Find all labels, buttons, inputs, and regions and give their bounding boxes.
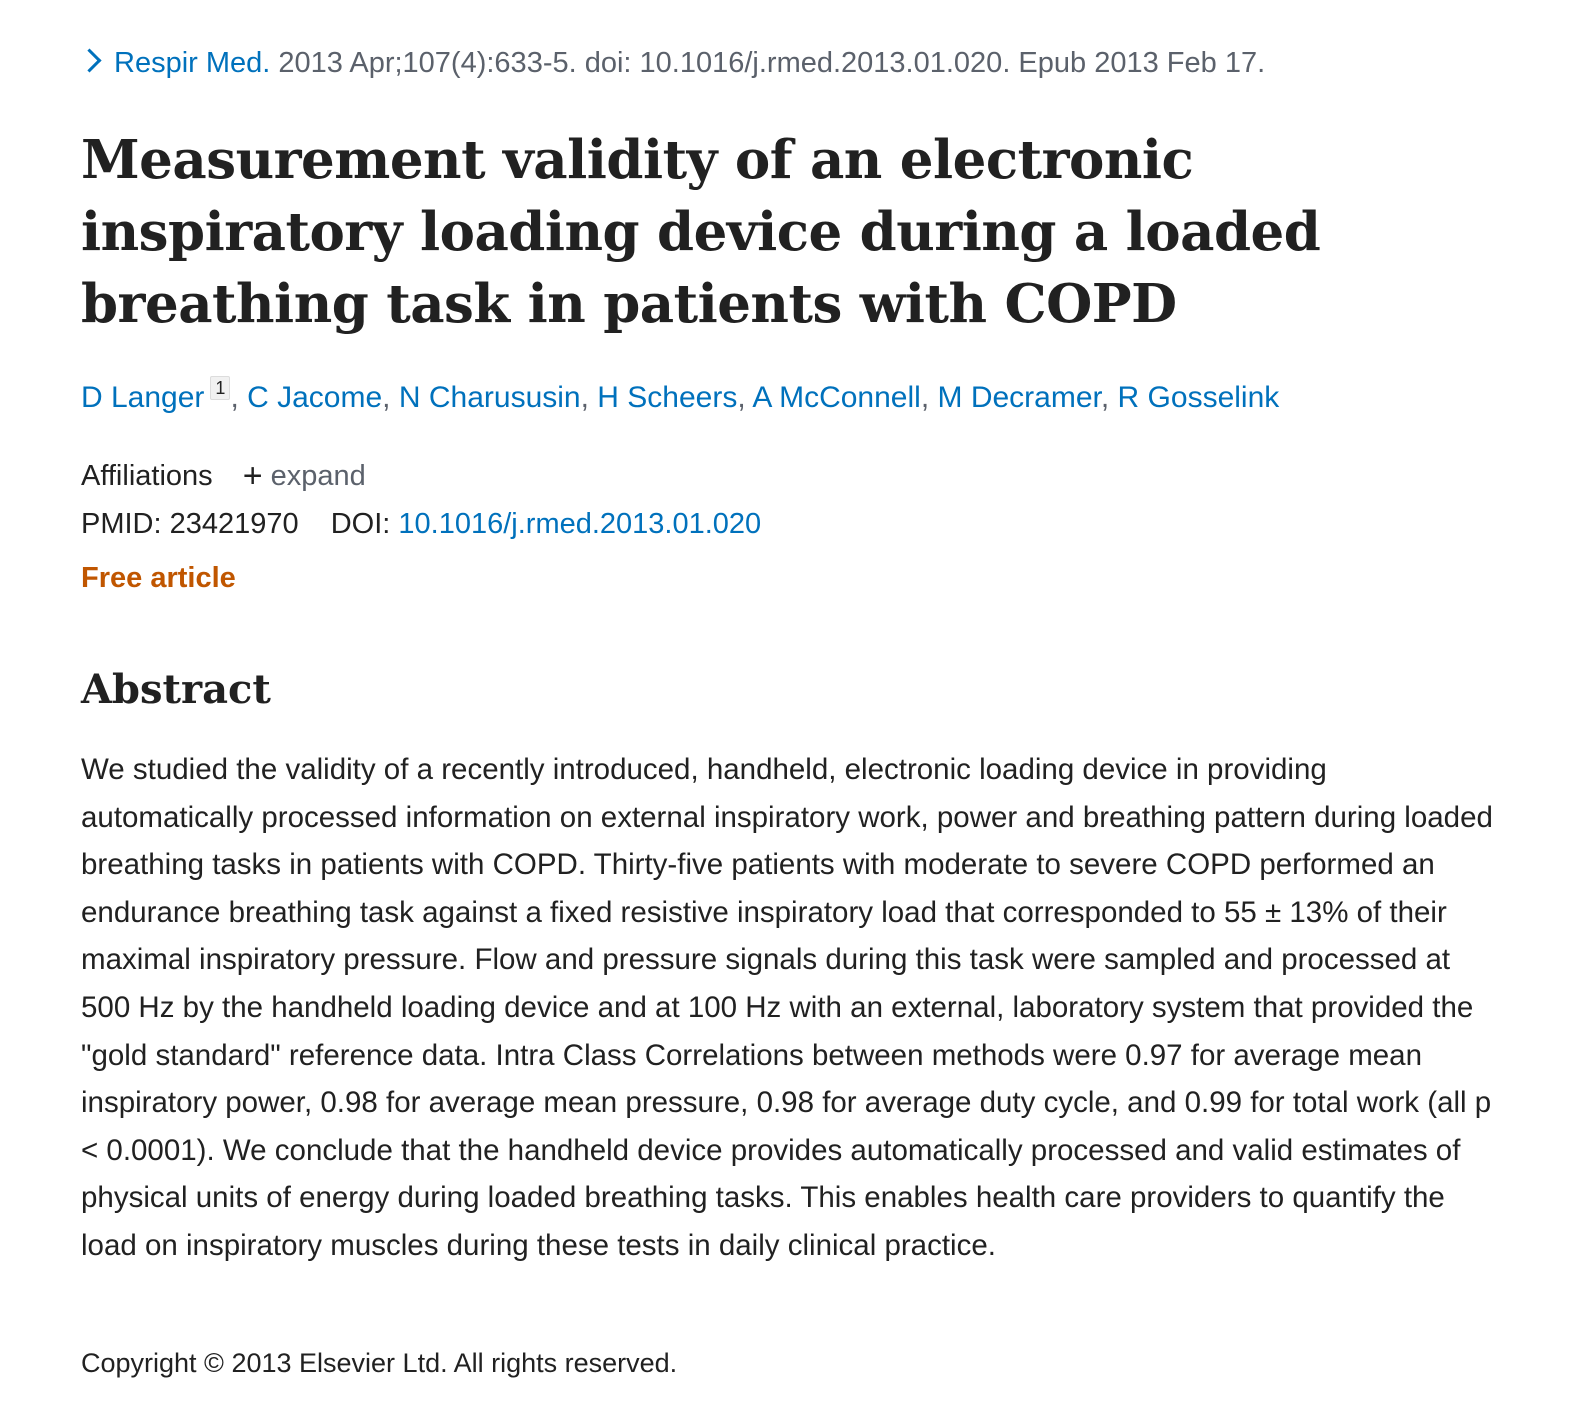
author-link[interactable]: H Scheers	[597, 381, 738, 414]
article-title: Measurement validity of an electronic in…	[81, 129, 1321, 335]
doi-link[interactable]: 10.1016/j.rmed.2013.01.020	[398, 508, 762, 540]
affiliations-expand-button[interactable]: + expand	[242, 457, 366, 495]
plus-icon: +	[242, 457, 263, 495]
author-list: D Langer 1, C Jacome, N Charususin, H Sch…	[81, 376, 1280, 417]
citation-details: 2013 Apr;107(4):633-5. doi: 10.1016/j.rm…	[278, 47, 1266, 79]
pmid-value: 23421970	[169, 508, 299, 540]
author-separator: ,	[920, 381, 930, 414]
pmid-label: PMID:	[81, 508, 162, 540]
abstract-heading: Abstract	[81, 666, 271, 713]
author-link[interactable]: D Langer	[81, 381, 205, 414]
chevron-right-icon[interactable]	[77, 48, 102, 73]
copyright-notice: Copyright © 2013 Elsevier Ltd. All right…	[81, 1348, 678, 1378]
journal-link[interactable]: Respir Med.	[114, 47, 271, 79]
author-link[interactable]: A McConnell	[752, 381, 921, 414]
author-separator: ,	[1100, 381, 1110, 414]
author-link[interactable]: R Gosselink	[1117, 381, 1280, 414]
affiliations-label: Affiliations	[81, 460, 213, 492]
author-link[interactable]: M Decramer	[937, 381, 1101, 414]
identifiers-row: PMID: 23421970 DOI: 10.1016/j.rmed.2013.…	[81, 506, 761, 544]
citation-line: Respir Med. 2013 Apr;107(4):633-5. doi: …	[77, 46, 1266, 81]
author-separator: ,	[382, 381, 391, 414]
abstract-text: We studied the validity of a recently in…	[81, 753, 1493, 1262]
doi-label: DOI:	[330, 508, 391, 540]
affiliations-row: Affiliations + expand	[81, 452, 366, 496]
author-separator: ,	[737, 381, 746, 414]
author-separator: ,	[230, 381, 239, 414]
author-link[interactable]: N Charususin	[398, 381, 581, 414]
author-separator: ,	[580, 381, 589, 414]
free-article-badge: Free article	[81, 562, 236, 594]
expand-label: expand	[270, 460, 366, 492]
affiliation-ref-badge[interactable]: 1	[210, 376, 231, 400]
author-link[interactable]: C Jacome	[247, 381, 383, 414]
